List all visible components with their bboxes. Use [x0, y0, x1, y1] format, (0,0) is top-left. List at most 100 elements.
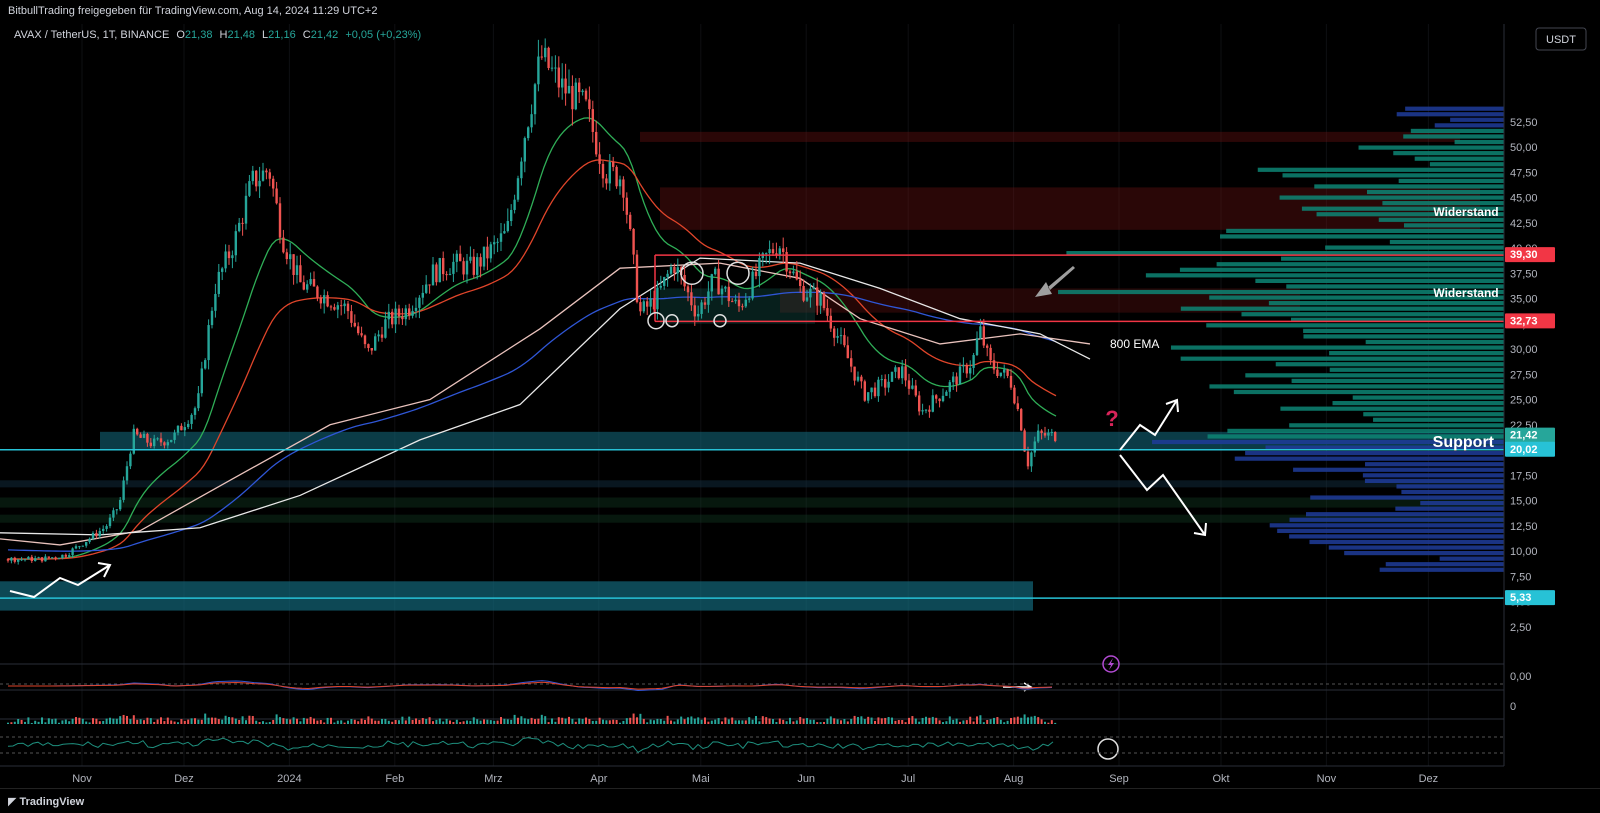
volume-bar — [153, 721, 156, 724]
symbol-legend[interactable]: AVAX / TetherUS, 1T, BINANCE O21,38 H21,… — [14, 29, 421, 41]
candle-body — [918, 395, 921, 412]
volume-profile-bar — [1434, 123, 1504, 128]
volume-profile-bar — [1352, 395, 1504, 400]
candle-body — [659, 285, 662, 288]
volume-bar — [452, 721, 455, 724]
candle-body — [588, 99, 591, 110]
volume-bar — [700, 719, 703, 724]
volume-bar — [190, 718, 193, 724]
price-zone — [0, 480, 1504, 488]
volume-profile-bar — [1396, 112, 1504, 117]
candle-body — [23, 559, 27, 561]
candle-body — [265, 170, 268, 173]
volume-profile-bar — [1145, 273, 1504, 278]
volume-bar — [262, 721, 264, 724]
volume-bar — [755, 715, 757, 724]
volume-bar — [602, 719, 604, 724]
volume-bar — [279, 717, 281, 724]
volume-bar — [381, 718, 383, 724]
volume-bar — [714, 719, 717, 724]
currency-button[interactable] — [1535, 27, 1587, 51]
volume-bar — [1027, 717, 1029, 724]
y-tick-label: 45,00 — [1510, 193, 1538, 205]
resistance-label-upper: Widerstand — [1433, 205, 1498, 219]
volume-bar — [554, 721, 557, 724]
candle-body — [493, 242, 496, 245]
volume-bar — [840, 720, 842, 724]
volume-bar — [92, 718, 94, 724]
volume-bar — [183, 720, 186, 724]
volume-bar — [585, 717, 587, 724]
price-marker — [1505, 313, 1555, 329]
volume-bar — [217, 719, 220, 724]
volume-bar — [673, 721, 676, 724]
candle-body — [142, 433, 146, 438]
volume-profile-bar — [1364, 478, 1504, 483]
volume-profile-bar — [1429, 162, 1504, 167]
candle-body — [816, 287, 819, 306]
candle-body — [771, 249, 775, 254]
candle-body — [788, 271, 792, 274]
volume-bar — [911, 716, 914, 724]
volume-bar — [789, 717, 791, 724]
candle-body — [251, 170, 254, 182]
volume-bar — [513, 714, 516, 724]
volume-bar — [149, 718, 152, 724]
volume-profile-bar — [1180, 356, 1504, 361]
candle-body — [785, 251, 788, 272]
candle-body — [843, 335, 846, 346]
volume-bar — [527, 719, 530, 724]
volume-profile-bar — [1325, 245, 1504, 250]
volume-bar — [547, 722, 550, 724]
candle-body — [336, 305, 339, 310]
volume-bar — [166, 717, 169, 724]
volume-bar — [313, 718, 315, 724]
volume-bar — [472, 717, 475, 724]
volume-bar — [591, 720, 594, 724]
candle-body — [476, 257, 479, 275]
bullish-arrow-head — [1165, 398, 1179, 413]
alert-lightning-icon[interactable] — [1102, 655, 1120, 673]
volume-bar — [105, 718, 108, 724]
candle-body — [649, 298, 652, 307]
volume-profile-bar — [1439, 556, 1504, 561]
volume-bar — [653, 720, 655, 724]
candle-body — [686, 286, 690, 293]
volume-bar — [20, 719, 23, 724]
candle-body — [656, 287, 659, 310]
candle-body — [941, 395, 945, 402]
volume-bar — [959, 721, 961, 724]
x-tick-label: Nov — [1317, 773, 1337, 785]
volume-bar — [44, 722, 47, 724]
candle-body — [700, 302, 703, 314]
volume-bar — [7, 722, 9, 724]
volume-bar — [173, 721, 176, 724]
volume-bar — [1054, 722, 1057, 724]
candle-body — [870, 387, 873, 393]
candle-body — [503, 231, 506, 234]
candle-body — [720, 288, 724, 295]
candle-body — [601, 163, 605, 179]
volume-bar — [942, 722, 944, 724]
volume-bar — [812, 719, 815, 724]
volume-bar — [350, 719, 353, 724]
volume-bar — [965, 720, 968, 724]
candle-body — [112, 510, 115, 518]
volume-bar — [194, 718, 196, 724]
volume-bar — [523, 718, 526, 724]
bearish-scenario-path — [1119, 454, 1206, 536]
candle-body — [608, 161, 611, 184]
candle-body — [244, 195, 248, 224]
volume-bar — [656, 718, 659, 724]
price-axis[interactable] — [1504, 24, 1600, 788]
candle-body — [190, 414, 193, 424]
candle-body — [652, 298, 656, 310]
candle-body — [744, 299, 747, 307]
volume-profile-bar — [1303, 328, 1504, 333]
volume-bar — [1050, 720, 1053, 724]
candle-body — [163, 442, 166, 446]
volume-bar — [479, 720, 482, 724]
volume-bar — [693, 718, 696, 724]
tradingview-logo[interactable]: ◤ TradingView — [8, 795, 84, 808]
